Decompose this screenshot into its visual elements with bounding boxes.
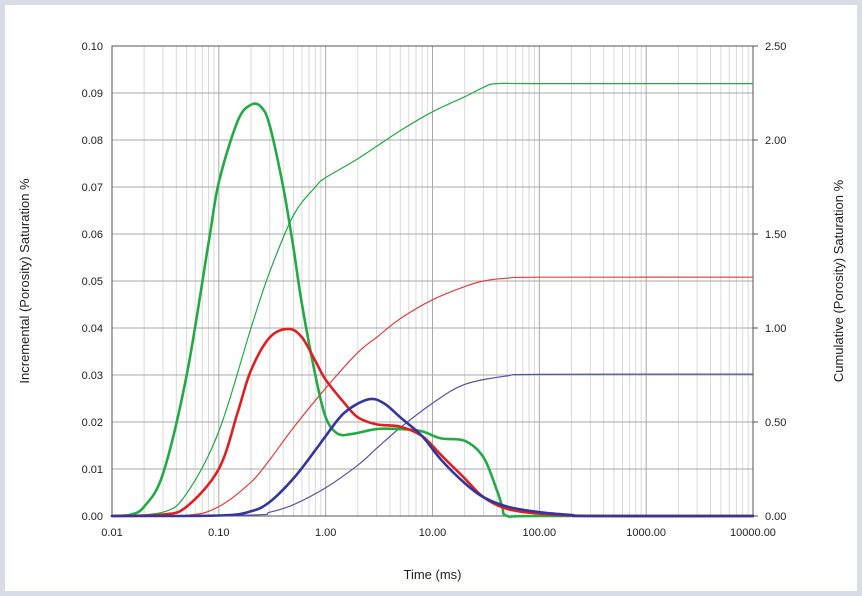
series-group bbox=[110, 82, 755, 518]
chart-panel: 0.01 0.10 1.00 10.00 100.00 1000.00 10000.00 0.… bbox=[5, 5, 857, 591]
y-left-tick-label: 0.08 bbox=[82, 135, 103, 147]
chart: 0.01 0.10 1.00 10.00 100.00 1000.00 10000.00 0.… bbox=[17, 41, 846, 582]
y-left-tick-label: 0.10 bbox=[82, 41, 103, 53]
blue-incremental-line bbox=[110, 397, 755, 518]
x-tick-label: 10.00 bbox=[419, 527, 447, 539]
ticks: 0.01 0.10 1.00 10.00 100.00 1000.00 10000.00 0.… bbox=[82, 41, 787, 539]
y-right-tick-label: 0.00 bbox=[765, 511, 786, 523]
x-tick-label: 0.10 bbox=[208, 527, 229, 539]
x-tick-label: 1.00 bbox=[315, 527, 336, 539]
x-tick-label: 10000.00 bbox=[730, 527, 776, 539]
green-cumulative-line bbox=[111, 82, 754, 517]
y-left-tick-label: 0.03 bbox=[82, 370, 103, 382]
red-incremental-line bbox=[110, 327, 755, 518]
y-left-tick-label: 0.05 bbox=[82, 276, 103, 288]
x-tick-label: 100.00 bbox=[523, 527, 557, 539]
y-left-tick-label: 0.04 bbox=[82, 323, 103, 335]
y-axis-left-label: Incremental (Porosity) Saturation % bbox=[17, 178, 32, 384]
y-right-tick-label: 2.00 bbox=[765, 135, 786, 147]
y-axis-right-label: Cumulative (Porosity) Saturation % bbox=[831, 179, 846, 382]
x-tick-label: 0.01 bbox=[101, 527, 122, 539]
green-incremental-line bbox=[110, 102, 755, 518]
y-right-tick-label: 1.50 bbox=[765, 229, 786, 241]
y-left-tick-label: 0.09 bbox=[82, 88, 103, 100]
y-left-tick-label: 0.01 bbox=[82, 464, 103, 476]
red-cumulative-line bbox=[111, 276, 754, 517]
x-axis-label: Time (ms) bbox=[403, 567, 461, 582]
y-left-tick-label: 0.00 bbox=[82, 511, 103, 523]
y-right-tick-label: 0.50 bbox=[765, 417, 786, 429]
blue-cumulative-line bbox=[111, 373, 754, 517]
plot-area-frame bbox=[111, 45, 754, 517]
y-left-tick-label: 0.06 bbox=[82, 229, 103, 241]
y-right-tick-label: 2.50 bbox=[765, 41, 786, 53]
y-right-tick-label: 1.00 bbox=[765, 323, 786, 335]
y-left-tick-label: 0.02 bbox=[82, 417, 103, 429]
y-left-tick-label: 0.07 bbox=[82, 182, 103, 194]
x-tick-label: 1000.00 bbox=[626, 527, 666, 539]
